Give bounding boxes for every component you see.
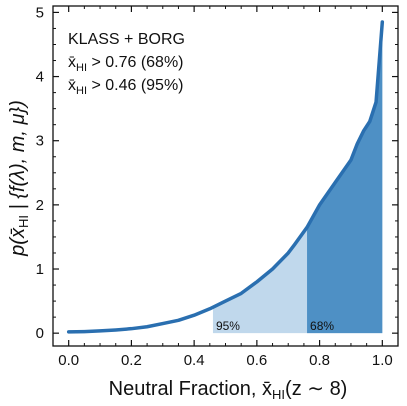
x-tick-label: 1.0 [372,352,393,369]
y-tick-label: 4 [36,69,44,86]
annotation-title: KLASS + BORG [68,31,185,48]
x-tick-label: 0.0 [58,352,79,369]
x-tick-label: 0.2 [121,352,142,369]
x-tick-label: 0.6 [246,352,267,369]
band-labels: 95% 68% [216,319,334,333]
band-label-1: 95% [216,319,240,333]
annotation-95: x̄HI > 0.46 (95%) [68,77,184,97]
y-tick-label: 3 [36,133,44,150]
interval-fill-2 [307,22,383,334]
x-axis-title: Neutral Fraction, x̄HI(z ∼ 8) [109,378,348,402]
band-label-2: 68% [310,319,334,333]
y-tick-label: 1 [36,261,44,278]
axis-ticks: 0.0 0.2 0.4 0.6 0.8 1.0 0 1 2 3 4 5 [36,4,398,369]
x-tick-label: 0.8 [309,352,330,369]
y-axis-title: p(x̄HI | {f(λ), m, μ}) [7,100,31,257]
posterior-curve [66,20,385,334]
y-tick-label: 5 [36,4,44,21]
y-tick-label: 0 [36,325,44,342]
annotation-68: x̄HI > 0.76 (68%) [68,54,184,74]
y-tick-label: 2 [36,197,44,214]
credible-interval-fills [212,22,383,334]
x-tick-label: 0.4 [184,352,205,369]
